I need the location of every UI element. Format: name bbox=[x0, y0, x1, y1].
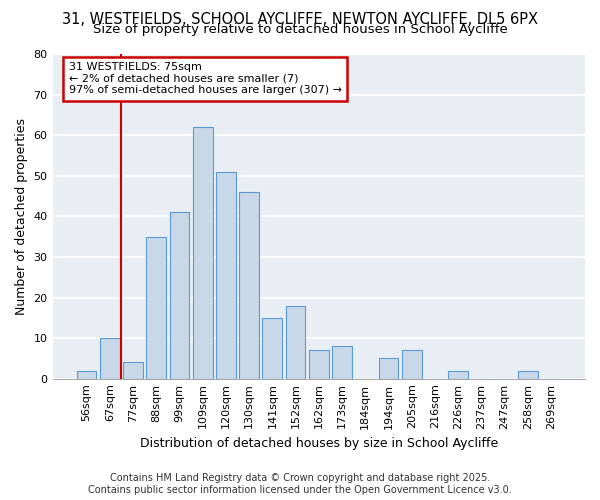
Bar bbox=[286, 306, 305, 378]
Bar bbox=[77, 370, 97, 378]
Bar bbox=[216, 172, 236, 378]
Bar bbox=[146, 236, 166, 378]
Text: Size of property relative to detached houses in School Aycliffe: Size of property relative to detached ho… bbox=[92, 22, 508, 36]
Bar bbox=[100, 338, 119, 378]
Bar bbox=[170, 212, 190, 378]
Bar bbox=[239, 192, 259, 378]
Bar bbox=[448, 370, 468, 378]
Bar bbox=[262, 318, 282, 378]
Bar bbox=[123, 362, 143, 378]
Bar bbox=[402, 350, 422, 378]
X-axis label: Distribution of detached houses by size in School Aycliffe: Distribution of detached houses by size … bbox=[140, 437, 498, 450]
Bar bbox=[379, 358, 398, 378]
Bar bbox=[332, 346, 352, 378]
Bar bbox=[518, 370, 538, 378]
Text: 31 WESTFIELDS: 75sqm
← 2% of detached houses are smaller (7)
97% of semi-detache: 31 WESTFIELDS: 75sqm ← 2% of detached ho… bbox=[68, 62, 341, 96]
Bar bbox=[193, 127, 212, 378]
Bar bbox=[309, 350, 329, 378]
Text: Contains HM Land Registry data © Crown copyright and database right 2025.
Contai: Contains HM Land Registry data © Crown c… bbox=[88, 474, 512, 495]
Text: 31, WESTFIELDS, SCHOOL AYCLIFFE, NEWTON AYCLIFFE, DL5 6PX: 31, WESTFIELDS, SCHOOL AYCLIFFE, NEWTON … bbox=[62, 12, 538, 28]
Y-axis label: Number of detached properties: Number of detached properties bbox=[15, 118, 28, 315]
